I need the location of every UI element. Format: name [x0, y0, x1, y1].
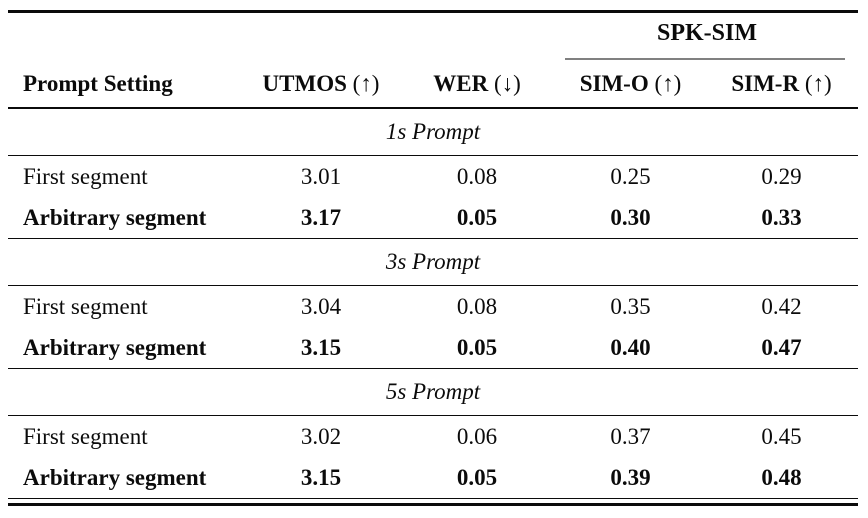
column-header-label: SIM-O: [579, 70, 649, 96]
cell-utmos: 3.04: [300, 293, 342, 319]
cell-sim-o: 0.40: [556, 327, 705, 369]
cell-utmos: 3.15: [244, 327, 398, 369]
cell-sim-r: 0.33: [705, 197, 859, 239]
section-1s-prompt: 1s Prompt First segment 3.01 0.08 0.25 0…: [8, 108, 859, 239]
table-row-arbitrary-segment: Arbitrary segment 3.15 0.05 0.39 0.48: [8, 457, 859, 499]
cell-sim-o: 0.25: [610, 163, 651, 189]
cell-sim-r: 0.29: [761, 163, 802, 189]
column-header-sim-o: SIM-O (↑): [556, 60, 705, 109]
section-label-5s-prompt: 5s Prompt: [8, 368, 859, 416]
table-row-arbitrary-segment: Arbitrary segment 3.15 0.05 0.40 0.47: [8, 327, 859, 369]
cell-utmos: 3.01: [300, 163, 342, 189]
up-arrow-indicator: (↑): [804, 70, 832, 96]
section-label-1s-prompt: 1s Prompt: [8, 108, 859, 156]
cell-wer: 0.08: [456, 163, 498, 189]
row-label: Arbitrary segment: [8, 197, 244, 239]
table-row-first-segment: First segment 3.04 0.08 0.35 0.42: [8, 286, 858, 328]
row-label: First segment: [23, 423, 148, 449]
cell-utmos: 3.02: [300, 423, 342, 449]
column-header-prompt-setting: Prompt Setting: [8, 60, 244, 109]
bottom-rule-spacer: [8, 499, 858, 505]
table-row-first-segment: First segment 3.01 0.08 0.25 0.29: [8, 156, 858, 198]
up-arrow-indicator: (↑): [654, 70, 682, 96]
cell-sim-o: 0.39: [556, 457, 705, 499]
results-table: SPK-SIM Prompt Setting UTMOS (↑) WER (↓): [8, 10, 859, 506]
cell-sim-r: 0.47: [705, 327, 859, 369]
column-group-label-spk-sim: SPK-SIM: [657, 20, 758, 46]
section-label-row: 3s Prompt: [8, 238, 859, 286]
row-label: First segment: [23, 163, 148, 189]
cell-wer: 0.08: [456, 293, 498, 319]
table-row-arbitrary-segment: Arbitrary segment 3.17 0.05 0.30 0.33: [8, 197, 859, 239]
column-header-label: SIM-R: [731, 70, 800, 96]
cell-sim-o: 0.37: [610, 423, 651, 449]
cell-sim-o: 0.30: [556, 197, 705, 239]
cell-sim-r: 0.45: [761, 423, 802, 449]
cell-wer: 0.05: [398, 327, 556, 369]
cell-sim-r: 0.42: [761, 293, 802, 319]
section-label-3s-prompt: 3s Prompt: [8, 238, 859, 286]
column-header-label: Prompt Setting: [23, 70, 173, 96]
cell-utmos: 3.17: [244, 197, 398, 239]
row-label: First segment: [23, 293, 148, 319]
group-header-row: SPK-SIM: [8, 12, 858, 61]
group-header-empty-cell: [8, 12, 556, 61]
table-row-first-segment: First segment 3.02 0.06 0.37 0.45: [8, 416, 858, 458]
cell-wer: 0.06: [456, 423, 498, 449]
down-arrow-indicator: (↓): [493, 70, 521, 96]
column-header-label: UTMOS: [262, 70, 347, 96]
column-header-row: Prompt Setting UTMOS (↑) WER (↓) SIM-O (…: [8, 60, 859, 109]
column-header-wer: WER (↓): [398, 60, 556, 109]
section-3s-prompt: 3s Prompt First segment 3.04 0.08 0.35 0…: [8, 238, 859, 369]
column-header-sim-r: SIM-R (↑): [705, 60, 859, 109]
cell-sim-r: 0.48: [705, 457, 859, 499]
section-label-row: 1s Prompt: [8, 108, 859, 156]
cell-sim-o: 0.35: [610, 293, 651, 319]
cell-wer: 0.05: [398, 457, 556, 499]
cell-wer: 0.05: [398, 197, 556, 239]
row-label: Arbitrary segment: [8, 327, 244, 369]
cell-utmos: 3.15: [244, 457, 398, 499]
column-header-utmos: UTMOS (↑): [244, 60, 398, 109]
section-label-row: 5s Prompt: [8, 368, 859, 416]
row-label: Arbitrary segment: [8, 457, 244, 499]
group-header-cell: SPK-SIM: [556, 12, 858, 60]
section-5s-prompt: 5s Prompt First segment 3.02 0.06 0.37 0…: [8, 368, 859, 505]
column-header-label: WER: [433, 70, 489, 96]
up-arrow-indicator: (↑): [352, 70, 380, 96]
spk-sim-underline-rule: [565, 58, 846, 60]
